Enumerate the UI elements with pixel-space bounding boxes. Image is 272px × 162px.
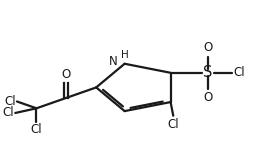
Text: Cl: Cl bbox=[2, 106, 14, 119]
Text: O: O bbox=[203, 41, 212, 54]
Text: O: O bbox=[203, 91, 212, 104]
Text: H: H bbox=[121, 50, 128, 60]
Text: Cl: Cl bbox=[31, 123, 42, 136]
Text: O: O bbox=[62, 68, 71, 81]
Text: S: S bbox=[203, 65, 212, 80]
Text: Cl: Cl bbox=[4, 95, 16, 108]
Text: Cl: Cl bbox=[168, 118, 179, 131]
Text: Cl: Cl bbox=[233, 66, 245, 79]
Text: N: N bbox=[109, 55, 118, 68]
